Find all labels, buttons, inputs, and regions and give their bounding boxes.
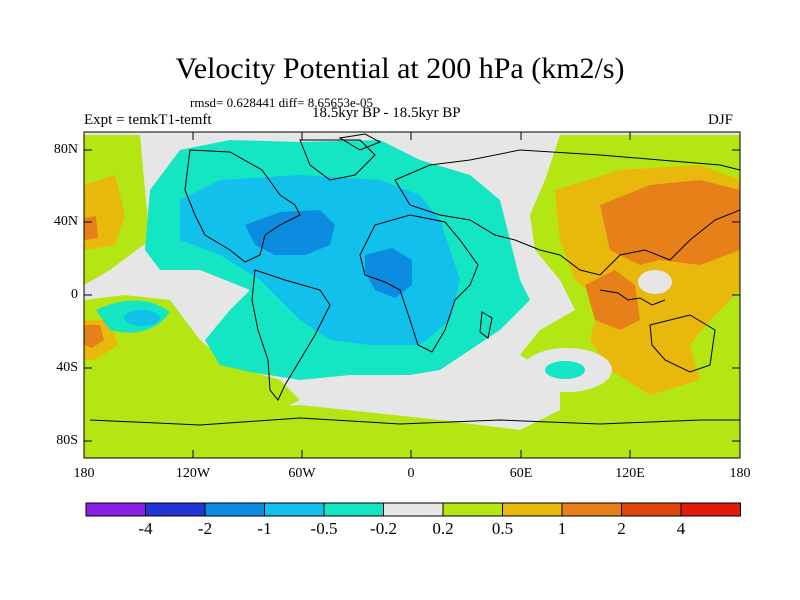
axis-ticks bbox=[84, 132, 740, 458]
lat-label-40n: 40N bbox=[53, 214, 78, 229]
colorbar-label: -4 bbox=[138, 519, 153, 538]
colorbar bbox=[85, 502, 741, 517]
colorbar-label: 2 bbox=[617, 519, 626, 538]
rmsd-stats: rmsd= 0.628441 diff= 8.65653e-05 bbox=[190, 95, 374, 110]
colorbar-label: -0.2 bbox=[370, 519, 397, 538]
colorbar-label: 1 bbox=[557, 519, 567, 538]
lon-label-60w: 60W bbox=[288, 466, 316, 481]
colorbar-swatch bbox=[680, 502, 741, 517]
lon-label-0: 0 bbox=[407, 466, 415, 481]
colorbar-swatch bbox=[383, 502, 444, 517]
colorbar-swatch bbox=[145, 502, 206, 517]
lon-label-120w: 120W bbox=[175, 466, 211, 481]
colorbar-swatch bbox=[85, 502, 146, 517]
coastlines bbox=[89, 133, 740, 426]
lat-label-0: 0 bbox=[71, 287, 78, 302]
negative-field bbox=[96, 140, 530, 380]
lat-label-80s: 80S bbox=[56, 433, 78, 448]
colorbar-label: -2 bbox=[197, 519, 213, 538]
lon-label-120e: 120E bbox=[615, 466, 645, 481]
lat-label-40s: 40S bbox=[56, 360, 78, 375]
colorbar-swatch bbox=[442, 502, 503, 517]
colorbar-label: 4 bbox=[676, 519, 686, 538]
colorbar-swatch bbox=[204, 502, 265, 517]
colorbar-swatch bbox=[621, 502, 682, 517]
colorbar-label: -1 bbox=[257, 519, 272, 538]
colorbar-label: 0.5 bbox=[491, 519, 514, 538]
colorbar-label: 0.2 bbox=[432, 519, 454, 538]
lon-label-60e: 60E bbox=[509, 466, 533, 481]
season-label: DJF bbox=[708, 112, 734, 128]
lat-label-80n: 80N bbox=[53, 142, 78, 157]
period-subtitle: 18.5kyr BP - 18.5kyr BP bbox=[312, 105, 461, 121]
colorbar-swatch bbox=[502, 502, 563, 517]
colorbar-swatch bbox=[323, 502, 384, 517]
experiment-label: Expt = temkT1-temft bbox=[84, 112, 212, 128]
colorbar-label: -0.5 bbox=[310, 519, 338, 538]
lon-label-180w: 180 bbox=[73, 466, 95, 481]
lon-label-180e: 180 bbox=[729, 466, 751, 481]
colorbar-swatch bbox=[561, 502, 622, 517]
map-title: Velocity Potential at 200 hPa (km2/s) bbox=[175, 52, 625, 85]
colorbar-swatch bbox=[264, 502, 325, 517]
